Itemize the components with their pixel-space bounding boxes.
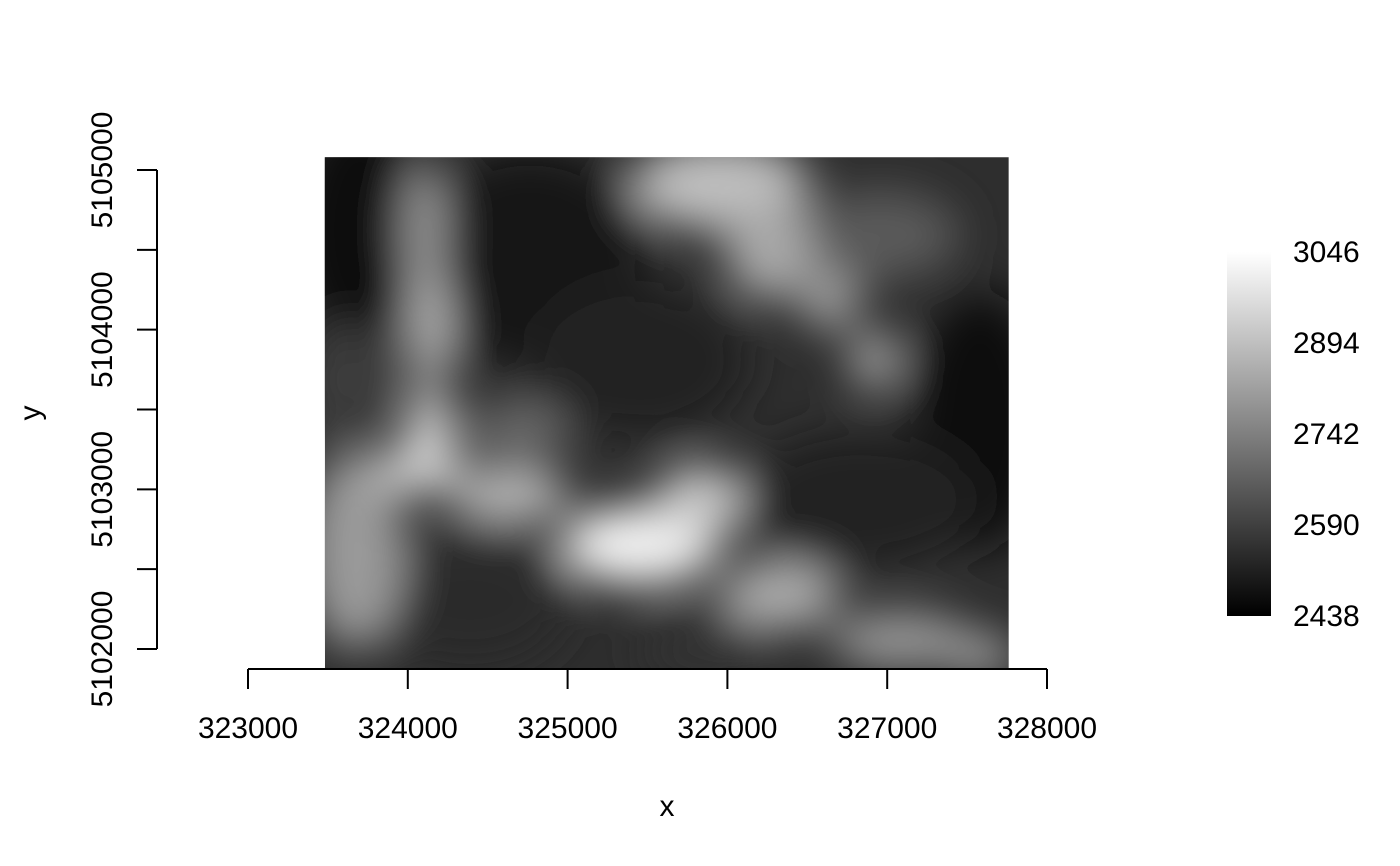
ridge-se-2 bbox=[830, 612, 970, 668]
y-tick-label: 5105000 bbox=[86, 112, 119, 229]
x-tick-label: 327000 bbox=[837, 712, 937, 745]
raster-image bbox=[324, 157, 1009, 669]
colorbar-legend: 2438 2590 2742 2894 3046 bbox=[1227, 236, 1360, 633]
terrain-dark-nw bbox=[324, 157, 430, 350]
ridge-se-1 bbox=[720, 560, 840, 630]
terrain-mid-west bbox=[324, 450, 405, 650]
y-tick-label: 5104000 bbox=[86, 271, 119, 388]
x-tick-label: 325000 bbox=[518, 712, 618, 745]
ridge-ne-2 bbox=[850, 330, 900, 390]
colorbar-tick-label: 3046 bbox=[1293, 236, 1360, 269]
colorbar-tick-label: 2438 bbox=[1293, 600, 1360, 633]
ridge-south-1 bbox=[450, 470, 570, 520]
ridge-west-mid bbox=[408, 270, 452, 390]
raster-terrain bbox=[324, 157, 1009, 669]
ridge-junction bbox=[375, 448, 465, 492]
x-tick-label: 324000 bbox=[358, 712, 458, 745]
colorbar-tick-label: 2742 bbox=[1293, 418, 1360, 451]
x-tick-label: 323000 bbox=[198, 712, 298, 745]
colorbar-tick-label: 2894 bbox=[1293, 327, 1360, 360]
ridge-se-3 bbox=[945, 635, 1009, 669]
terrain-mid-ne bbox=[800, 190, 960, 280]
ridge-south-2 bbox=[655, 465, 745, 535]
terrain-dark-s bbox=[640, 610, 760, 669]
colorbar-gradient bbox=[1227, 252, 1271, 616]
ridge-west-upper bbox=[405, 160, 445, 300]
terrain-dark-se bbox=[740, 430, 980, 570]
x-axis: 323000 324000 325000 326000 327000 328000 bbox=[198, 668, 1097, 745]
x-tick-label: 326000 bbox=[677, 712, 777, 745]
x-tick-label: 328000 bbox=[997, 712, 1097, 745]
colorbar-tick-label: 2590 bbox=[1293, 509, 1360, 542]
ridge-north-mid bbox=[725, 200, 815, 300]
terrain-dark-sw bbox=[370, 530, 570, 669]
terrain-mid-center bbox=[470, 400, 570, 460]
terrain-dark-center bbox=[530, 280, 750, 440]
x-axis-title: x bbox=[660, 790, 675, 823]
y-axis: 5102000 5103000 5104000 5105000 bbox=[86, 112, 158, 708]
y-tick-label: 5102000 bbox=[86, 591, 119, 708]
terrain-mid-left bbox=[324, 320, 390, 440]
y-tick-label: 5103000 bbox=[86, 431, 119, 548]
y-axis-title: y bbox=[14, 406, 47, 421]
ridge-ne-1 bbox=[800, 270, 860, 330]
